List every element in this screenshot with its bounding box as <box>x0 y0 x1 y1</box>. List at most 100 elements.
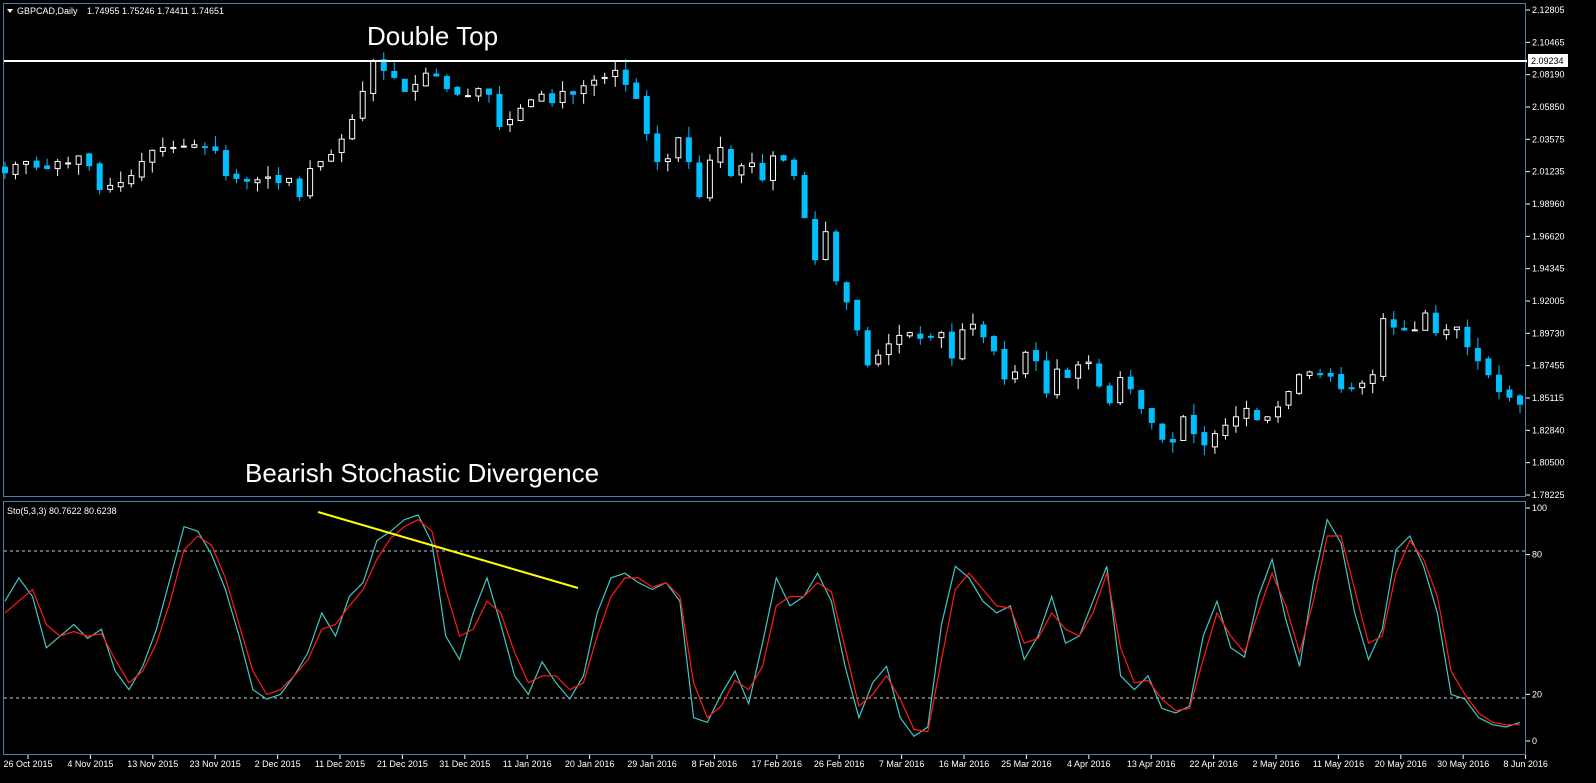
candle-body <box>412 83 419 92</box>
candle-body <box>549 93 556 104</box>
candle-body <box>812 218 819 261</box>
double-top-annotation: Double Top <box>367 21 498 51</box>
price-tick-label: 2.08190 <box>1532 70 1565 80</box>
candle-body <box>1211 433 1218 448</box>
candle-body <box>675 137 682 159</box>
candle-body <box>475 88 482 97</box>
candle-body <box>443 76 450 90</box>
date-tick-label: 11 Dec 2015 <box>315 759 365 769</box>
candle-body <box>33 160 40 168</box>
candle-body <box>717 147 724 163</box>
candle-body <box>759 162 766 181</box>
date-tick-label: 16 Mar 2016 <box>939 759 990 769</box>
candle-body <box>885 343 892 356</box>
divergence-trendline[interactable] <box>317 511 579 589</box>
candle-body <box>959 329 966 360</box>
candle-body <box>696 162 703 198</box>
candle-body <box>180 145 187 148</box>
candle-body <box>1474 347 1481 362</box>
date-tick-label: 11 May 2016 <box>1313 759 1364 769</box>
price-tick-label: 1.80500 <box>1532 458 1565 468</box>
candle-body <box>896 334 903 345</box>
candle-body <box>938 332 945 339</box>
stoch-d-line <box>4 518 1520 733</box>
candle-body <box>1169 439 1176 443</box>
price-tick-label: 2.12805 <box>1532 5 1565 15</box>
candle-body <box>612 69 619 78</box>
candle-body <box>685 137 692 163</box>
candle-body <box>601 76 608 80</box>
candle-body <box>748 162 755 168</box>
candle-body <box>517 107 524 121</box>
candle-body <box>580 85 587 95</box>
candle-body <box>401 78 408 92</box>
candle-body <box>980 324 987 338</box>
candle-body <box>1180 416 1187 441</box>
candle-body <box>990 336 997 352</box>
price-tick-label: 1.78225 <box>1532 490 1565 500</box>
candle-body <box>307 168 314 197</box>
price-tick-label: 2.03575 <box>1532 134 1565 144</box>
candle-body <box>1222 424 1229 436</box>
date-tick-label: 29 Jan 2016 <box>627 759 677 769</box>
candle-body <box>454 86 461 95</box>
candle-body <box>854 299 861 331</box>
candle-body <box>1022 351 1029 375</box>
candle-body <box>727 148 734 177</box>
candle-body <box>128 175 135 185</box>
candle-body <box>1201 432 1208 446</box>
candle-body <box>1453 326 1460 331</box>
triangle-down-icon[interactable] <box>7 9 13 13</box>
price-tick-label: 1.87455 <box>1532 361 1565 371</box>
price-tick-label: 1.92005 <box>1532 296 1565 306</box>
candle-body <box>1390 319 1397 328</box>
candle-body <box>12 163 19 175</box>
candle-body <box>643 95 650 134</box>
date-tick-label: 20 May 2016 <box>1375 759 1427 769</box>
candle-body <box>349 118 356 140</box>
candle-body <box>833 231 840 282</box>
candle-body <box>2 166 8 174</box>
candle-body <box>275 174 282 184</box>
date-tick-label: 8 Feb 2016 <box>692 759 738 769</box>
price-tick-label: 1.82840 <box>1532 425 1565 435</box>
date-tick-label: 20 Jan 2016 <box>565 759 615 769</box>
candle-body <box>159 147 166 152</box>
candle-body <box>1285 391 1292 406</box>
candle-body <box>1369 374 1376 384</box>
price-tick-label: 2.05850 <box>1532 102 1565 112</box>
price-tick-label: 1.94345 <box>1532 264 1565 274</box>
candle-body <box>507 118 513 126</box>
date-tick-label: 26 Oct 2015 <box>3 759 52 769</box>
date-tick-label: 13 Apr 2016 <box>1127 759 1176 769</box>
candle-body <box>1495 374 1502 393</box>
candle-body <box>254 179 261 184</box>
candle-body <box>191 144 198 148</box>
candle-body <box>433 73 440 77</box>
date-tick-label: 22 Apr 2016 <box>1189 759 1238 769</box>
price-tick-label: 1.89730 <box>1532 328 1565 338</box>
candle-body <box>107 184 114 190</box>
candle-body <box>201 146 208 149</box>
candle-body <box>591 79 598 86</box>
date-tick-label: 30 May 2016 <box>1437 759 1489 769</box>
candle-body <box>528 99 535 108</box>
candle-body <box>1411 329 1418 332</box>
date-tick-label: 23 Nov 2015 <box>190 759 241 769</box>
date-tick-label: 2 Dec 2015 <box>255 759 301 769</box>
candle-body <box>1043 360 1050 394</box>
candle-body <box>706 159 713 199</box>
candle-body <box>1085 361 1092 365</box>
candle-body <box>1243 407 1250 419</box>
candle-body <box>1443 329 1450 336</box>
date-tick-label: 26 Feb 2016 <box>814 759 865 769</box>
candle-body <box>1001 349 1008 380</box>
candle-body <box>485 88 492 95</box>
price-tick-label: 2.01235 <box>1532 167 1565 177</box>
stoch-tick-label: 0 <box>1532 736 1537 746</box>
candle-body <box>65 162 72 165</box>
candle-body <box>1338 373 1345 390</box>
current-level-value: 2.09234 <box>1531 56 1564 66</box>
candle-body <box>243 178 250 182</box>
